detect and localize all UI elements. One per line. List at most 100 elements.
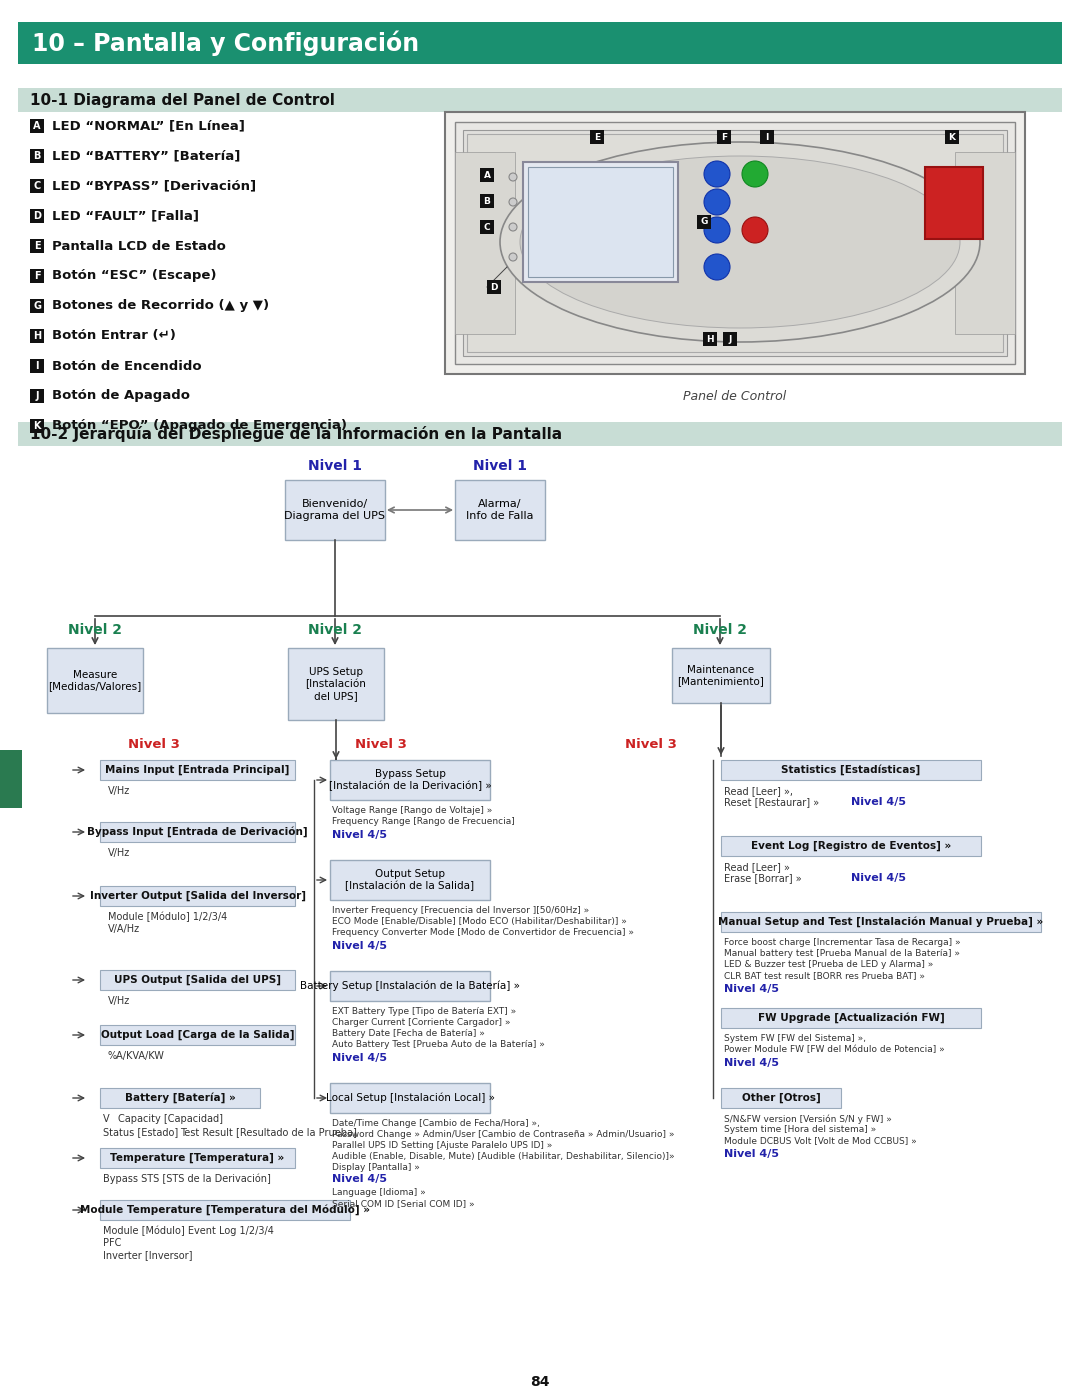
Circle shape: [509, 173, 517, 182]
Bar: [330, 861, 490, 900]
Text: K: K: [948, 133, 956, 141]
Circle shape: [742, 217, 768, 243]
Text: Read [Leer] »: Read [Leer] »: [724, 862, 789, 872]
Bar: [48, 648, 143, 712]
Text: V: V: [103, 1113, 110, 1125]
Text: S/N&FW version [Versión S/N y FW] »: S/N&FW version [Versión S/N y FW] »: [724, 1113, 892, 1123]
Bar: [100, 886, 295, 907]
Text: Nivel 4/5: Nivel 4/5: [851, 798, 906, 807]
Bar: [528, 168, 673, 277]
Text: Module Temperature [Temperatura del Módulo] »: Module Temperature [Temperatura del Módu…: [80, 1204, 370, 1215]
Text: Nivel 3: Nivel 3: [129, 738, 180, 752]
Bar: [480, 219, 494, 235]
Text: Inverter Frequency [Frecuencia del Inversor ][50/60Hz] »: Inverter Frequency [Frecuencia del Inver…: [332, 907, 590, 915]
Bar: [455, 122, 1015, 365]
Text: I: I: [766, 133, 769, 141]
Circle shape: [704, 254, 730, 279]
Text: Nivel 4/5: Nivel 4/5: [332, 1173, 387, 1185]
Bar: [523, 162, 678, 282]
Text: ECO Mode [Enable/Disable] [Modo ECO (Habilitar/Deshabilitar)] »: ECO Mode [Enable/Disable] [Modo ECO (Hab…: [332, 916, 626, 926]
Ellipse shape: [500, 142, 980, 342]
Bar: [717, 130, 731, 144]
Bar: [721, 760, 981, 780]
Text: CLR BAT test result [BORR res Prueba BAT] »: CLR BAT test result [BORR res Prueba BAT…: [724, 971, 924, 981]
Text: Battery [Batería] »: Battery [Batería] »: [124, 1092, 235, 1104]
Text: E: E: [33, 242, 40, 251]
Bar: [721, 835, 981, 856]
Bar: [30, 359, 44, 373]
Text: Nivel 2: Nivel 2: [693, 623, 747, 637]
Bar: [924, 168, 983, 239]
Bar: [0, 750, 22, 807]
Bar: [100, 970, 295, 990]
Text: H: H: [32, 331, 41, 341]
Bar: [30, 149, 44, 163]
Text: 10 – Pantalla y Configuración: 10 – Pantalla y Configuración: [32, 31, 419, 56]
Text: Panel de Control: Panel de Control: [684, 390, 786, 402]
Text: LED “BATTERY” [Batería]: LED “BATTERY” [Batería]: [52, 149, 241, 162]
Text: F: F: [721, 133, 727, 141]
Bar: [100, 760, 295, 780]
Text: UPS Output [Salida del UPS]: UPS Output [Salida del UPS]: [114, 975, 281, 985]
Bar: [760, 130, 774, 144]
Text: Nivel 4/5: Nivel 4/5: [724, 983, 779, 995]
Text: Nivel 4/5: Nivel 4/5: [851, 873, 906, 883]
Text: Bienvenido/
Diagrama del UPS: Bienvenido/ Diagrama del UPS: [284, 499, 386, 521]
Bar: [697, 215, 711, 229]
Text: Botón Entrar (↵): Botón Entrar (↵): [52, 330, 176, 342]
Text: LED “FAULT” [Falla]: LED “FAULT” [Falla]: [52, 210, 199, 222]
Text: Nivel 3: Nivel 3: [625, 738, 677, 752]
Bar: [467, 134, 1003, 352]
Text: LED “BYPASS” [Derivación]: LED “BYPASS” [Derivación]: [52, 179, 256, 193]
Text: Nivel 4/5: Nivel 4/5: [724, 1148, 779, 1160]
Text: Event Log [Registro de Eventos] »: Event Log [Registro de Eventos] »: [751, 841, 951, 851]
Text: Nivel 1: Nivel 1: [308, 460, 362, 474]
Text: Power Module FW [FW del Módulo de Potencia] »: Power Module FW [FW del Módulo de Potenc…: [724, 1045, 945, 1053]
Text: 10-2 Jerarquía del Despliegue de la Información en la Pantalla: 10-2 Jerarquía del Despliegue de la Info…: [30, 426, 562, 441]
Text: K: K: [33, 420, 41, 432]
Text: Nivel 2: Nivel 2: [68, 623, 122, 637]
Text: PFC: PFC: [103, 1238, 121, 1248]
Bar: [18, 88, 1062, 112]
Text: Read [Leer] »,: Read [Leer] »,: [724, 787, 793, 796]
Text: E: E: [594, 133, 600, 141]
Bar: [455, 152, 515, 334]
Text: G: G: [33, 300, 41, 312]
Circle shape: [704, 217, 730, 243]
Text: Frequency Range [Rango de Frecuencia]: Frequency Range [Rango de Frecuencia]: [332, 817, 515, 826]
Bar: [30, 239, 44, 253]
Bar: [703, 332, 717, 346]
Text: Nivel 1: Nivel 1: [473, 460, 527, 474]
Bar: [955, 152, 1015, 334]
Text: Module DCBUS Volt [Volt de Mod CCBUS] »: Module DCBUS Volt [Volt de Mod CCBUS] »: [724, 1136, 917, 1146]
Text: Password Change » Admin/User [Cambio de Contraseña » Admin/Usuario] »: Password Change » Admin/User [Cambio de …: [332, 1130, 675, 1139]
Bar: [30, 419, 44, 433]
Bar: [480, 194, 494, 208]
Bar: [30, 330, 44, 344]
Text: Serial COM ID [Serial COM ID] »: Serial COM ID [Serial COM ID] »: [332, 1199, 474, 1208]
Text: Botón de Encendido: Botón de Encendido: [52, 359, 202, 373]
Bar: [672, 648, 770, 703]
Circle shape: [509, 198, 517, 205]
Bar: [721, 1088, 841, 1108]
Text: Bypass Setup
[Instalación de la Derivación] »: Bypass Setup [Instalación de la Derivaci…: [328, 768, 491, 791]
Text: Auto Battery Test [Prueba Auto de la Batería] »: Auto Battery Test [Prueba Auto de la Bat…: [332, 1039, 545, 1049]
Text: System time [Hora del sistema] »: System time [Hora del sistema] »: [724, 1125, 876, 1134]
Text: Maintenance
[Mantenimiento]: Maintenance [Mantenimiento]: [677, 665, 765, 686]
Text: Output Setup
[Instalación de la Salida]: Output Setup [Instalación de la Salida]: [346, 869, 474, 891]
Text: Output Load [Carga de la Salida]: Output Load [Carga de la Salida]: [100, 1030, 294, 1041]
Bar: [590, 130, 604, 144]
Bar: [18, 22, 1062, 64]
Text: D: D: [490, 282, 498, 292]
Text: B: B: [33, 151, 41, 161]
Text: Battery Setup [Instalación de la Batería] »: Battery Setup [Instalación de la Batería…: [300, 981, 519, 992]
Text: Pantalla LCD de Estado: Pantalla LCD de Estado: [52, 239, 226, 253]
Bar: [30, 299, 44, 313]
Text: C: C: [484, 222, 490, 232]
Bar: [100, 1148, 295, 1168]
Text: Capacity [Capacidad]: Capacity [Capacidad]: [118, 1113, 222, 1125]
Bar: [455, 481, 545, 541]
Text: LED “NORMAL” [En Línea]: LED “NORMAL” [En Línea]: [52, 120, 245, 133]
Text: Audible (Enable, Disable, Mute) [Audible (Habilitar, Deshabilitar, Silencio)]»: Audible (Enable, Disable, Mute) [Audible…: [332, 1153, 675, 1161]
Text: Bypass Input [Entrada de Derivación]: Bypass Input [Entrada de Derivación]: [87, 827, 308, 837]
